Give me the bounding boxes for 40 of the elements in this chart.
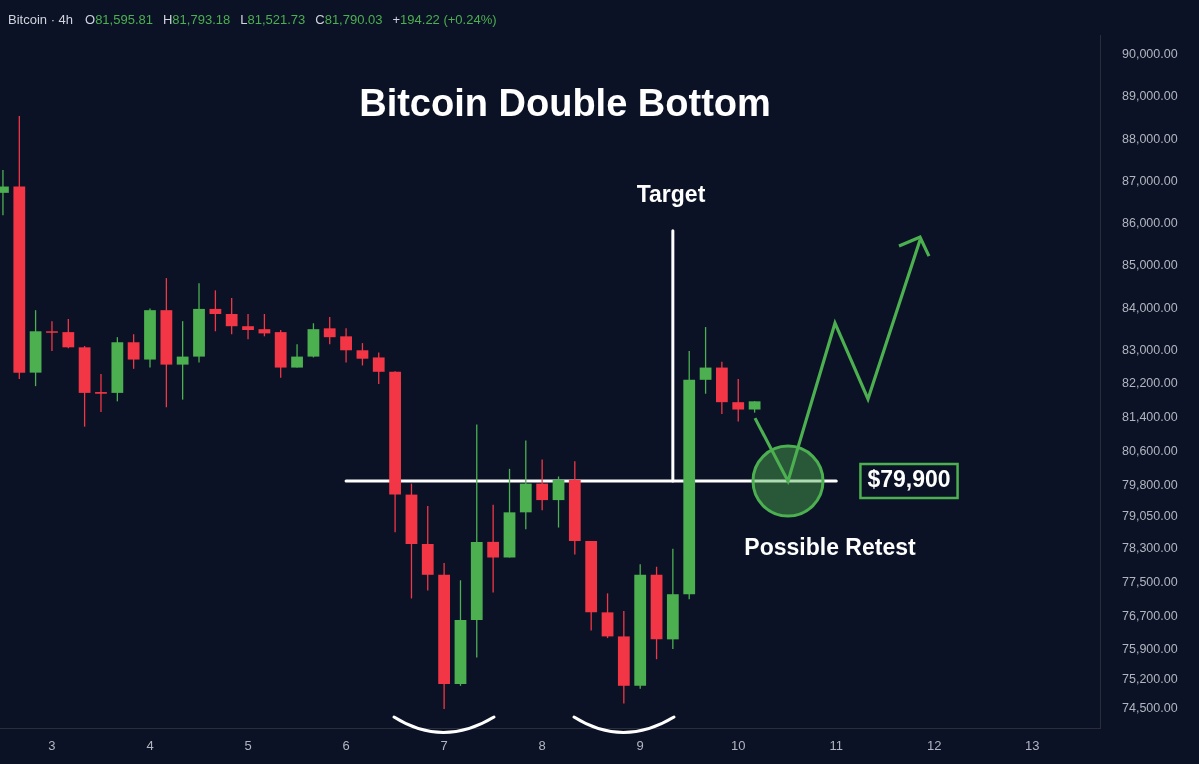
- y-tick-label: 80,600.00: [1122, 444, 1178, 459]
- y-tick-label: 83,000.00: [1122, 342, 1178, 357]
- x-tick-label: 12: [927, 738, 942, 754]
- chart-subtitle: Bitcoin · 4h: [8, 11, 74, 27]
- y-tick-label: 81,400.00: [1122, 410, 1178, 425]
- text: C81,790.03: [315, 11, 383, 27]
- x-tick-label: 5: [244, 738, 252, 754]
- text: L81,521.73: [240, 11, 306, 27]
- text: +194.22 (+0.24%): [392, 11, 497, 27]
- x-tick-label: 7: [440, 738, 448, 754]
- text: Bitcoin Double Bottom: [359, 82, 771, 125]
- x-tick-label: 4: [146, 738, 154, 754]
- y-tick-label: 78,300.00: [1122, 541, 1178, 556]
- annotation: $79,900: [867, 466, 951, 493]
- y-tick-label: 77,500.00: [1122, 574, 1178, 589]
- y-tick-label: 88,000.00: [1122, 131, 1178, 146]
- x-tick-label: 8: [538, 738, 546, 754]
- annotation: Possible Retest: [744, 534, 916, 561]
- y-tick-label: 85,000.00: [1122, 258, 1178, 273]
- x-tick-label: 13: [1025, 738, 1040, 754]
- annotation: Target: [636, 181, 706, 208]
- x-tick-label: 6: [342, 738, 350, 754]
- y-tick-label: 79,050.00: [1122, 509, 1178, 524]
- y-tick-label: 79,800.00: [1122, 477, 1178, 492]
- y-tick-label: 75,900.00: [1122, 642, 1178, 657]
- y-tick-label: 86,000.00: [1122, 216, 1178, 231]
- x-tick-label: 3: [48, 738, 56, 754]
- y-tick-label: 90,000.00: [1122, 47, 1178, 62]
- y-tick-label: 75,200.00: [1122, 671, 1178, 686]
- text: O81,595.81: [85, 11, 153, 27]
- y-tick-label: 89,000.00: [1122, 89, 1178, 104]
- y-tick-label: 74,500.00: [1122, 701, 1178, 716]
- y-tick-label: 76,700.00: [1122, 608, 1178, 623]
- text: H81,793.18: [162, 11, 231, 27]
- y-tick-label: 87,000.00: [1122, 173, 1178, 188]
- x-tick-label: 9: [636, 738, 644, 754]
- y-tick-label: 84,000.00: [1122, 300, 1178, 315]
- x-tick-label: 10: [731, 738, 746, 754]
- x-tick-label: 11: [829, 738, 844, 754]
- y-tick-label: 82,200.00: [1122, 376, 1178, 391]
